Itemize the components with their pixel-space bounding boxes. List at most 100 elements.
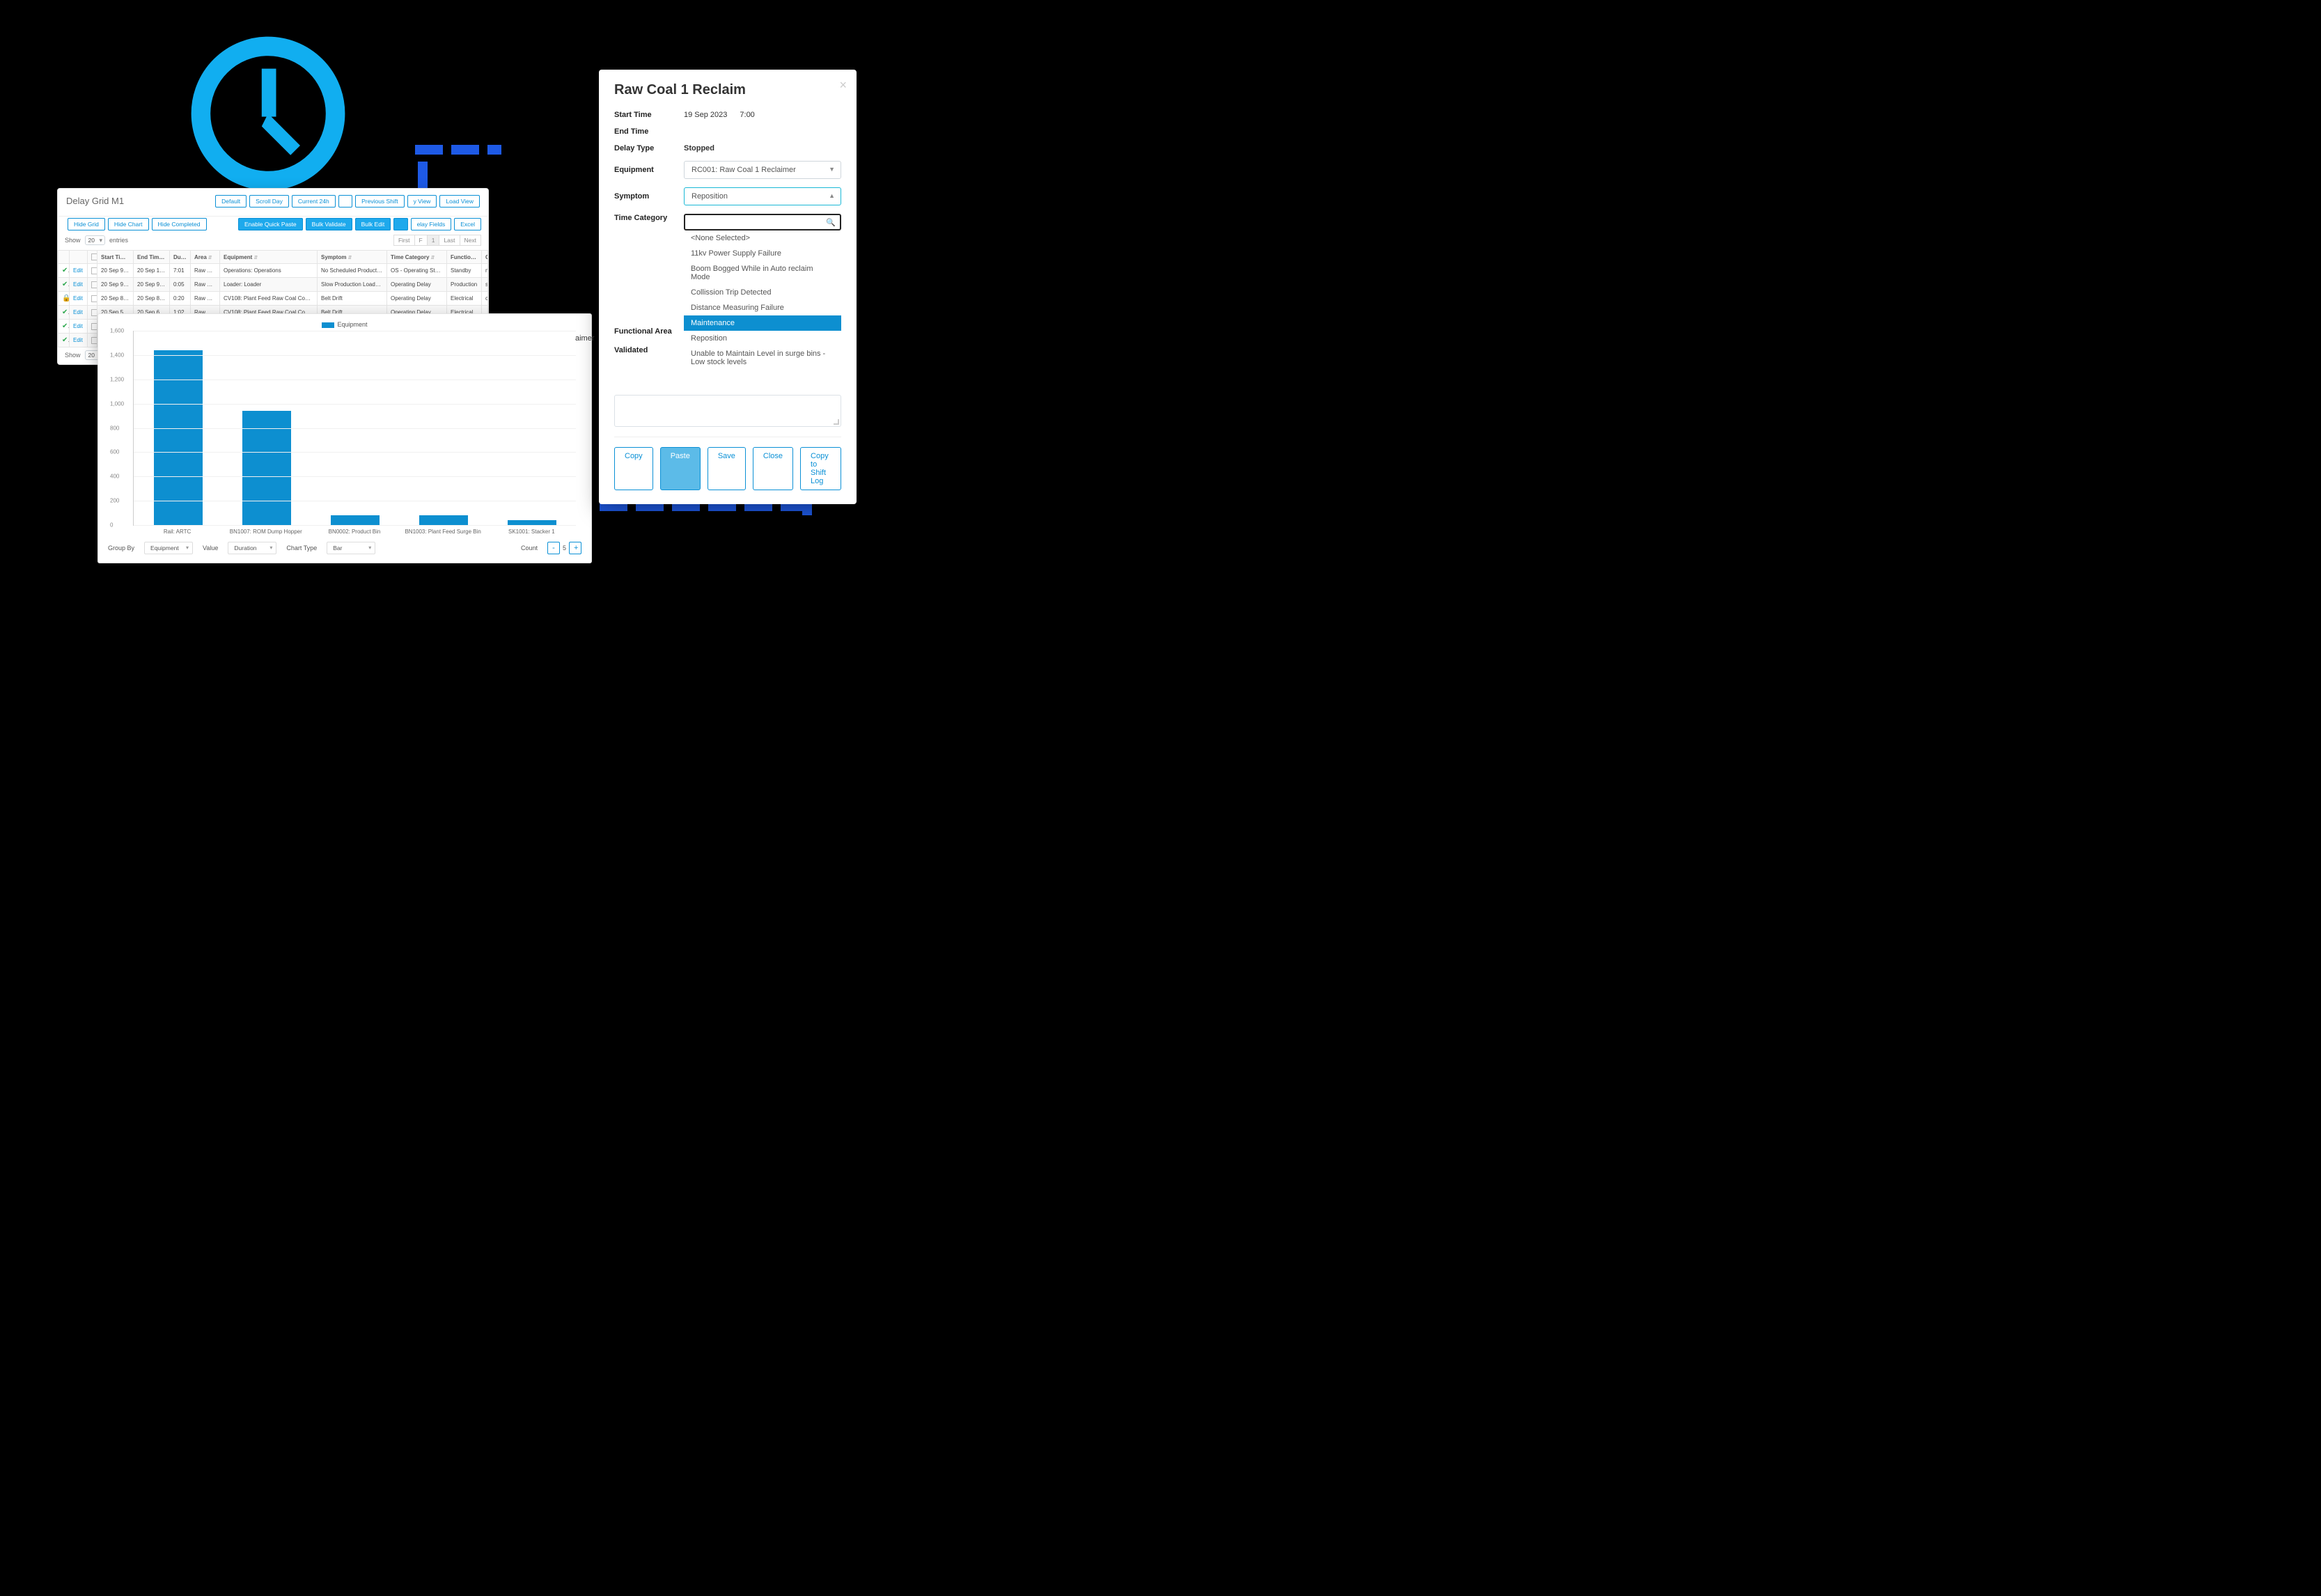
symptom-select[interactable]: Reposition▲ bbox=[684, 187, 841, 205]
symptom-search-input[interactable]: 🔍 bbox=[684, 214, 841, 230]
grid-title: Delay Grid M1 bbox=[66, 196, 124, 206]
chart-legend: Equipment bbox=[108, 321, 581, 331]
column-header[interactable]: Functional⇵ bbox=[447, 251, 482, 264]
page-size-select[interactable]: 20▾ bbox=[85, 235, 105, 245]
grid-toolbar-button[interactable]: elay Fields bbox=[411, 218, 452, 230]
equipment-select[interactable]: RC001: Raw Coal 1 Reclaimer▼ bbox=[684, 161, 841, 179]
pager-button[interactable]: First bbox=[393, 235, 415, 246]
column-header[interactable]: Comments⇵ bbox=[482, 251, 488, 264]
column-header[interactable]: Dur⇵ bbox=[170, 251, 191, 264]
count-label: Count bbox=[521, 545, 538, 551]
dropdown-option[interactable]: Maintenance bbox=[684, 315, 841, 331]
edit-link[interactable]: Edit bbox=[73, 267, 83, 274]
symptom-dropdown-list[interactable]: <None Selected>11kv Power Supply Failure… bbox=[684, 230, 841, 370]
grid-toolbar-button[interactable]: Bulk Edit bbox=[355, 218, 391, 230]
clock-icon bbox=[188, 33, 348, 194]
paste-button[interactable]: Paste bbox=[660, 447, 701, 490]
delay-edit-modal: × Raw Coal 1 Reclaim Start Time 19 Sep 2… bbox=[599, 70, 857, 504]
column-header[interactable] bbox=[58, 251, 70, 264]
chart-bar bbox=[331, 515, 380, 525]
save-button[interactable]: Save bbox=[708, 447, 746, 490]
grid-toolbar-button[interactable]: Hide Chart bbox=[108, 218, 149, 230]
grid-top-button[interactable]: Current 24h bbox=[292, 195, 336, 208]
chart-type-select[interactable]: Bar bbox=[327, 542, 375, 554]
symptom-label: Symptom bbox=[614, 192, 684, 201]
validated-label: Validated bbox=[614, 346, 684, 354]
pager[interactable]: FirstF1LastNext bbox=[394, 235, 481, 246]
grid-top-button[interactable]: Scroll Day bbox=[249, 195, 289, 208]
chart-x-label: BN0002: Product Bin bbox=[316, 529, 393, 535]
grid-toolbar-button[interactable]: Bulk Validate bbox=[306, 218, 352, 230]
close-button[interactable]: Close bbox=[753, 447, 793, 490]
grid-top-button[interactable]: Previous Shift bbox=[355, 195, 404, 208]
dropdown-option[interactable]: 11kv Power Supply Failure bbox=[684, 246, 841, 261]
count-value: 5 bbox=[563, 545, 566, 551]
comments-textarea[interactable] bbox=[614, 395, 841, 427]
pager-button[interactable]: Next bbox=[460, 235, 481, 246]
column-header[interactable]: Area⇵ bbox=[191, 251, 220, 264]
start-date-value: 19 Sep 2023 bbox=[684, 111, 727, 119]
grid-toolbar-button[interactable]: Hide Grid bbox=[68, 218, 105, 230]
edit-link[interactable]: Edit bbox=[73, 281, 83, 288]
value-select[interactable]: Duration bbox=[228, 542, 276, 554]
aimer-fragment: aimer bbox=[575, 334, 595, 343]
chart-bar bbox=[154, 350, 203, 525]
pager-button[interactable]: 1 bbox=[427, 235, 440, 246]
column-header[interactable]: Time Category⇵ bbox=[387, 251, 447, 264]
grid-toolbar-button[interactable]: Enable Quick Paste bbox=[238, 218, 303, 230]
dropdown-option[interactable]: Unable to Maintain Level in surge bins -… bbox=[684, 346, 841, 370]
pager-button[interactable]: F bbox=[414, 235, 428, 246]
edit-link[interactable]: Edit bbox=[73, 323, 83, 329]
row-checkbox[interactable] bbox=[91, 323, 97, 330]
column-header[interactable]: End Time⇵ bbox=[134, 251, 170, 264]
column-header[interactable] bbox=[88, 251, 97, 264]
end-time-label: End Time bbox=[614, 127, 684, 136]
edit-link[interactable]: Edit bbox=[73, 295, 83, 302]
value-label: Value bbox=[203, 545, 218, 551]
grid-toolbar-button[interactable]: Hide Completed bbox=[152, 218, 207, 230]
delay-type-value: Stopped bbox=[684, 144, 714, 152]
row-checkbox[interactable] bbox=[91, 281, 97, 288]
table-row: ✔Edit20 Sep 9:2220 Sep 9:270:05Raw CoalL… bbox=[58, 278, 488, 292]
column-header[interactable] bbox=[70, 251, 88, 264]
row-checkbox[interactable] bbox=[91, 267, 97, 274]
close-icon[interactable]: × bbox=[839, 78, 847, 93]
chart-type-label: Chart Type bbox=[286, 545, 317, 551]
count-decr[interactable]: - bbox=[547, 542, 560, 554]
row-checkbox[interactable] bbox=[91, 337, 97, 344]
edit-link[interactable]: Edit bbox=[73, 309, 83, 315]
table-row: ✔Edit20 Sep 9:5820 Sep 17:007:01Raw Coal… bbox=[58, 264, 488, 278]
start-time-value: 7:00 bbox=[740, 111, 754, 119]
dropdown-option[interactable]: Collission Trip Detected bbox=[684, 285, 841, 300]
table-row: 🔒Edit20 Sep 8:2020 Sep 8:400:20Raw CoalC… bbox=[58, 292, 488, 306]
delay-type-label: Delay Type bbox=[614, 144, 684, 152]
dropdown-option[interactable]: Reposition bbox=[684, 331, 841, 346]
chart-bar bbox=[419, 515, 468, 525]
group-by-select[interactable]: Equipment bbox=[144, 542, 193, 554]
count-incr[interactable]: + bbox=[569, 542, 581, 554]
row-checkbox[interactable] bbox=[91, 295, 97, 302]
grid-top-button[interactable] bbox=[338, 195, 352, 208]
copy-button[interactable]: Copy bbox=[614, 447, 653, 490]
column-header[interactable]: Symptom⇵ bbox=[318, 251, 387, 264]
chart-window: Equipment 02004006008001,0001,2001,4001,… bbox=[97, 313, 592, 563]
grid-toolbar-button[interactable]: Excel bbox=[454, 218, 481, 230]
grid-toolbar-button[interactable] bbox=[393, 218, 407, 230]
edit-link[interactable]: Edit bbox=[73, 337, 83, 343]
pager-button[interactable]: Last bbox=[439, 235, 460, 246]
column-header[interactable]: Start Time⇵ bbox=[97, 251, 134, 264]
chart-x-label: BN1007: ROM Dump Hopper bbox=[228, 529, 304, 535]
grid-top-button[interactable]: Load View bbox=[439, 195, 480, 208]
dropdown-option[interactable]: <None Selected> bbox=[684, 230, 841, 246]
show-label: Show bbox=[65, 237, 81, 244]
modal-title: Raw Coal 1 Reclaim bbox=[614, 82, 841, 98]
group-by-label: Group By bbox=[108, 545, 134, 551]
column-header[interactable]: Equipment⇵ bbox=[220, 251, 318, 264]
row-checkbox[interactable] bbox=[91, 309, 97, 316]
grid-top-button[interactable]: Default bbox=[215, 195, 247, 208]
grid-top-button[interactable]: y View bbox=[407, 195, 437, 208]
dropdown-option[interactable]: Distance Measuring Failure bbox=[684, 300, 841, 315]
time-category-label: Time Category bbox=[614, 214, 684, 222]
dropdown-option[interactable]: Boom Bogged While in Auto reclaim Mode bbox=[684, 261, 841, 285]
copy-to-shift-log-button[interactable]: Copy to Shift Log bbox=[800, 447, 841, 490]
